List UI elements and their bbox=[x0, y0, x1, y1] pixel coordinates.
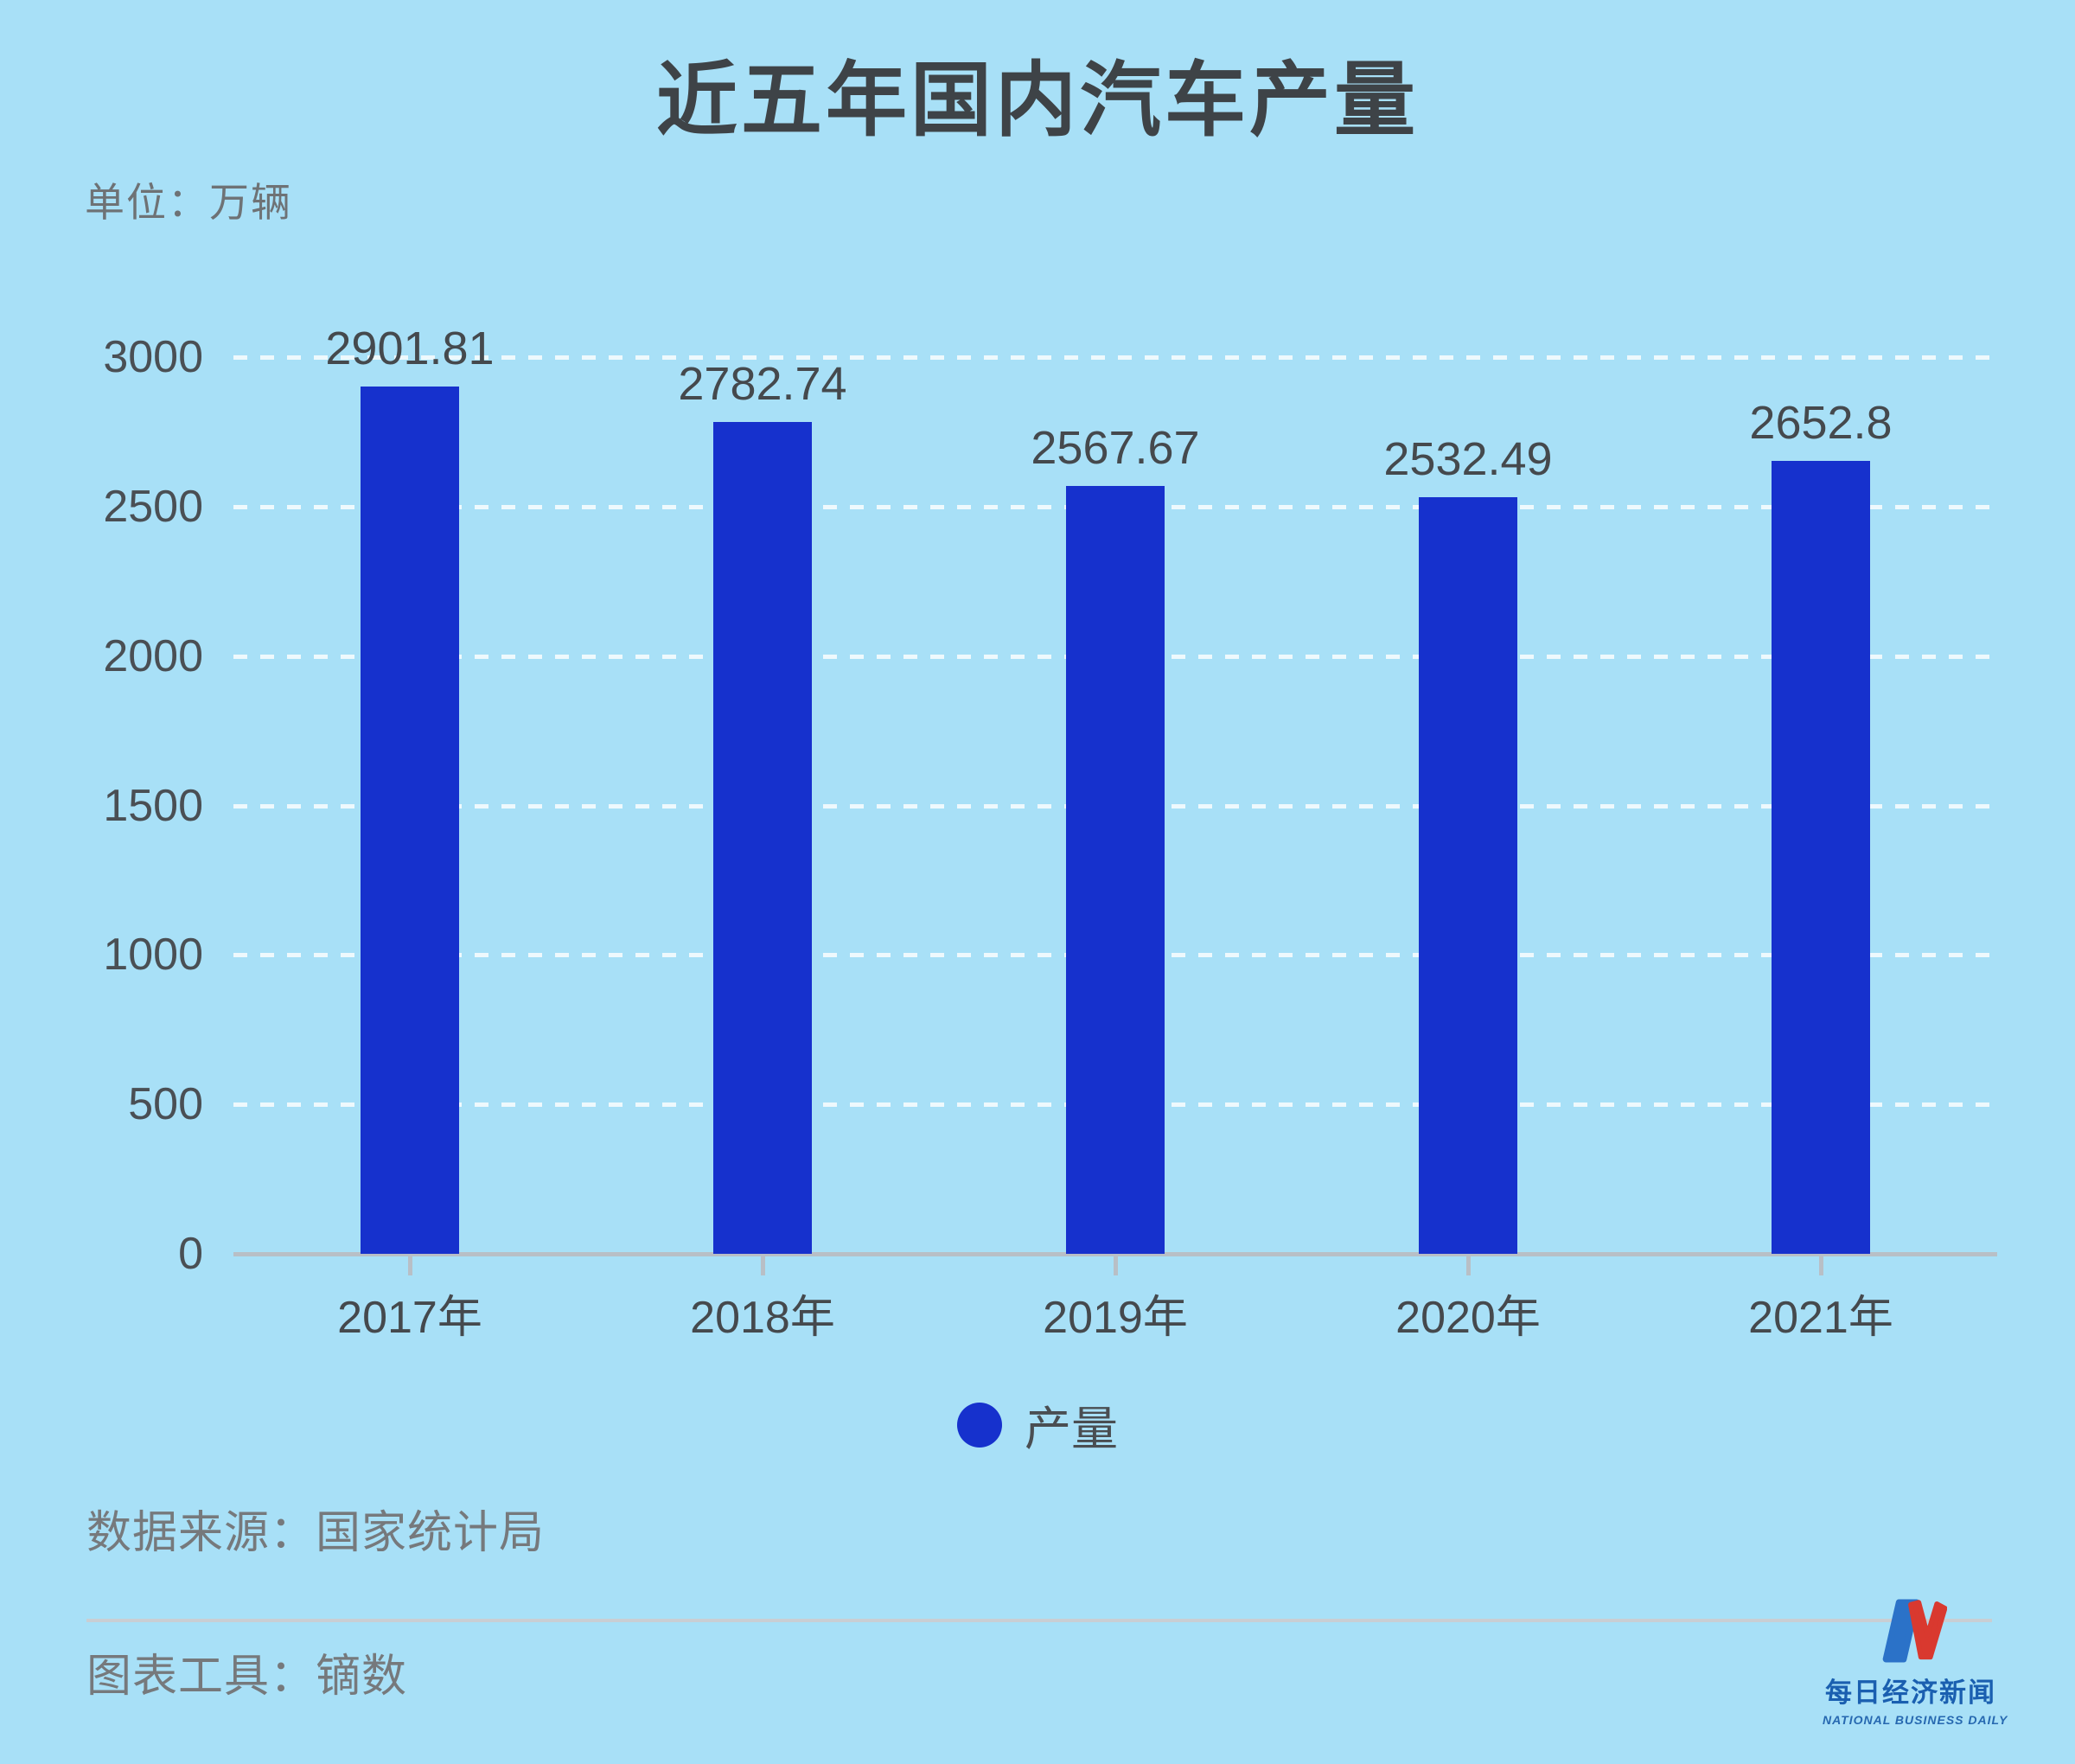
x-axis-tick bbox=[408, 1256, 412, 1275]
bar-2018年 bbox=[713, 422, 812, 1254]
y-axis-label: 2500 bbox=[103, 481, 203, 532]
chart-tool-label: 图表工具：镝数 bbox=[86, 1652, 408, 1702]
legend: 产量 bbox=[0, 1390, 2075, 1459]
y-axis-label: 0 bbox=[178, 1229, 203, 1279]
nbd-logo-cn-name: 每日经济新闻 bbox=[1825, 1678, 1996, 1708]
bar-value-label: 2567.67 bbox=[1031, 422, 1200, 475]
x-axis-label: 2019年 bbox=[1043, 1293, 1188, 1343]
nbd-logo-en-name: NATIONAL BUSINESS DAILY bbox=[1823, 1713, 2008, 1727]
x-axis-tick bbox=[1114, 1256, 1118, 1275]
bar-2020年 bbox=[1419, 496, 1517, 1254]
y-axis-label: 3000 bbox=[103, 332, 203, 382]
bar-2021年 bbox=[1772, 461, 1870, 1254]
x-axis-tick bbox=[761, 1256, 765, 1275]
legend-label: 产量 bbox=[1025, 1403, 1118, 1455]
nbd-logo: 每日经济新闻 NATIONAL BUSINESS DAILY bbox=[1823, 1596, 2008, 1727]
x-axis-label: 2017年 bbox=[337, 1293, 482, 1343]
x-axis-label: 2021年 bbox=[1748, 1293, 1893, 1343]
bar-value-label: 2782.74 bbox=[678, 358, 847, 411]
x-axis-tick bbox=[1466, 1256, 1471, 1275]
gridline-3000 bbox=[233, 355, 1997, 360]
legend-dot-icon bbox=[957, 1402, 1002, 1448]
footer-divider bbox=[86, 1619, 1992, 1622]
chart-title: 近五年国内汽车产量 bbox=[655, 54, 1419, 145]
x-axis-line bbox=[233, 1252, 1997, 1256]
bar-value-label: 2901.81 bbox=[325, 322, 495, 374]
unit-label: 单位：万辆 bbox=[85, 180, 292, 225]
x-axis-label: 2018年 bbox=[690, 1293, 835, 1343]
bar-2017年 bbox=[361, 386, 459, 1254]
y-axis-label: 2000 bbox=[103, 630, 203, 681]
y-axis-label: 1000 bbox=[103, 930, 203, 981]
y-axis-label: 500 bbox=[128, 1079, 203, 1130]
y-axis-label: 1500 bbox=[103, 780, 203, 831]
x-axis-label: 2020年 bbox=[1395, 1293, 1541, 1343]
data-source-label: 数据来源：国家统计局 bbox=[86, 1508, 546, 1558]
bar-value-label: 2532.49 bbox=[1383, 432, 1553, 485]
nbd-n-mark-icon bbox=[1882, 1599, 1947, 1663]
bar-value-label: 2652.8 bbox=[1749, 397, 1893, 449]
x-axis-tick bbox=[1819, 1256, 1823, 1275]
bar-2019年 bbox=[1066, 486, 1165, 1254]
